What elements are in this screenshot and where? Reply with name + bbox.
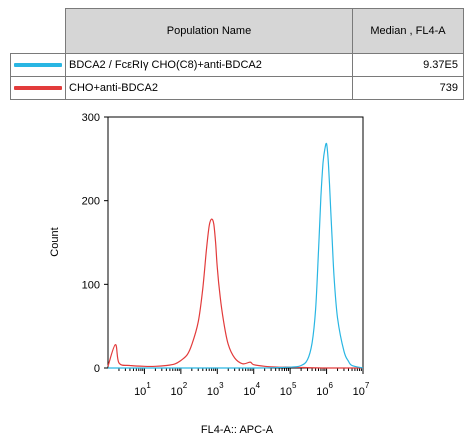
- x-axis-title: FL4-A:: APC-A: [201, 424, 274, 436]
- legend-median-value: 9.37E5: [352, 53, 464, 77]
- x-tick-label: 106: [316, 381, 333, 398]
- x-tick-label: 102: [171, 381, 188, 398]
- y-tick-label: 0: [94, 363, 100, 375]
- y-axis-title: Count: [49, 227, 61, 256]
- plot-frame: [107, 116, 364, 369]
- series-line-bdca2: [108, 142, 364, 369]
- legend-median-value: 739: [352, 76, 464, 100]
- x-tick-label: 103: [207, 381, 224, 398]
- legend-row: CHO+anti-BDCA2 739: [10, 76, 464, 100]
- y-tick-label: 100: [82, 279, 100, 291]
- x-tick-label: 101: [134, 381, 151, 398]
- legend-population-name: CHO+anti-BDCA2: [65, 76, 353, 100]
- legend-swatch: [14, 63, 62, 67]
- legend-table: Population Name Median , FL4-A BDCA2 / F…: [10, 8, 464, 100]
- series-line-cho: [107, 218, 363, 369]
- legend-swatch: [14, 86, 62, 90]
- x-tick-label: 107: [353, 381, 370, 398]
- x-tick-label: 104: [243, 381, 260, 398]
- legend-header-population: Population Name: [65, 8, 353, 54]
- x-tick-label: 105: [280, 381, 297, 398]
- legend-header-median: Median , FL4-A: [352, 8, 464, 54]
- y-axis: 0 100 200 300: [82, 112, 108, 375]
- y-tick-label: 200: [82, 196, 100, 208]
- x-axis: 101 102 103 104 105 106 107: [118, 368, 370, 398]
- legend-header-blank: [10, 8, 66, 54]
- series-layer: [107, 142, 364, 369]
- y-tick-label: 300: [82, 112, 100, 124]
